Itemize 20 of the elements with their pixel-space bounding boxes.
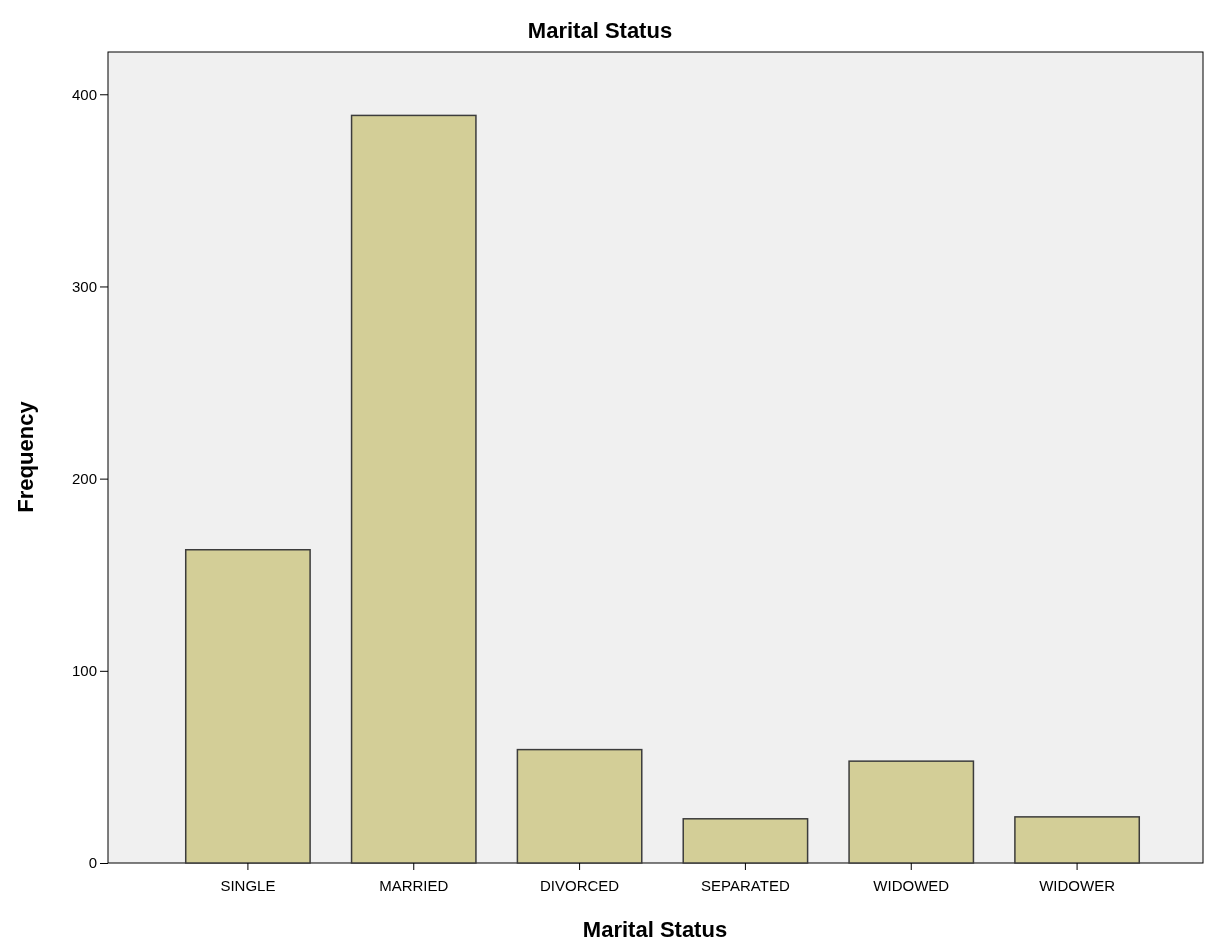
x-tick-label: MARRIED [379,877,449,894]
bar [516,748,643,864]
y-tick-label: 100 [71,662,97,680]
x-tick-label: DIVORCED [539,877,620,894]
bar [350,114,477,864]
bar [184,549,311,864]
chart-title: Marital Status [527,18,673,43]
bar [1014,816,1141,864]
y-tick-label: 0 [88,854,97,872]
y-tick-label: 200 [71,469,97,487]
bar [848,760,975,864]
y-axis-title: Frequency [13,400,38,513]
x-tick-label: SEPARATED [701,877,790,894]
x-axis-title: Marital Status [582,917,728,942]
x-tick-label: WIDOWER [1039,877,1116,894]
x-tick-label: SINGLE [220,877,276,894]
x-tick-label: WIDOWED [873,877,950,894]
y-tick-label: 300 [71,277,97,295]
bar [682,818,809,864]
y-tick-label: 400 [71,85,97,103]
